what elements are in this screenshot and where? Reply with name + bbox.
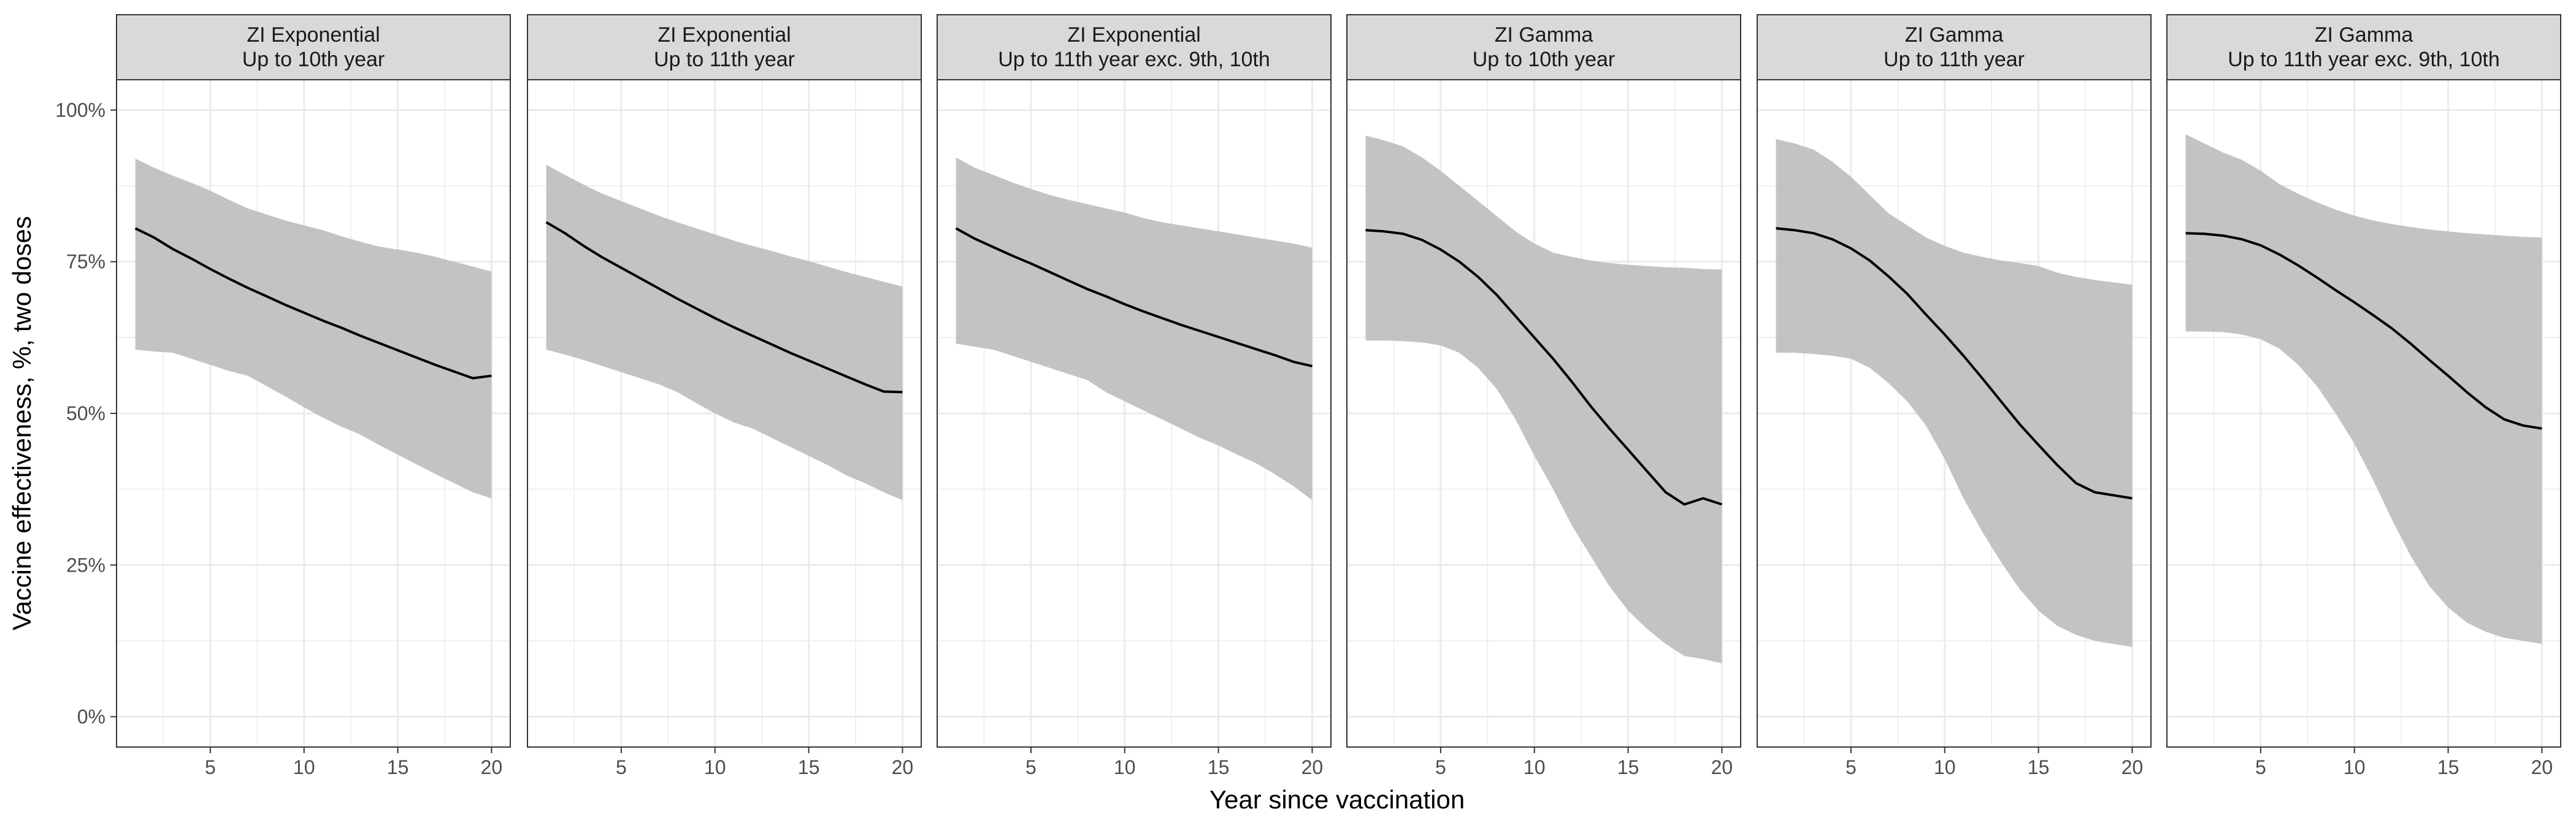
x-tick-label: 15 <box>1617 756 1639 778</box>
x-tick-label: 5 <box>205 756 216 778</box>
facet-strip-subtitle: Up to 10th year <box>1473 48 1615 71</box>
facet-strip <box>1757 14 2152 80</box>
confidence-ribbon <box>1776 139 2133 647</box>
facet-strip-subtitle: Up to 10th year <box>242 48 385 71</box>
x-tick-label: 5 <box>616 756 627 778</box>
x-tick-label: 10 <box>1524 756 1546 778</box>
y-tick-label: 50% <box>66 402 105 424</box>
y-tick-label: 25% <box>66 554 105 576</box>
panel-border <box>1346 79 1741 748</box>
confidence-ribbon <box>956 157 1313 500</box>
panel-border <box>937 79 1332 748</box>
x-tick-label: 15 <box>2437 756 2459 778</box>
facet-strip <box>527 14 922 80</box>
estimate-line <box>1365 229 1723 506</box>
x-tick-label: 20 <box>1711 756 1733 778</box>
x-tick-label: 5 <box>2255 756 2266 778</box>
x-tick-label: 10 <box>704 756 726 778</box>
x-tick-label: 10 <box>1114 756 1136 778</box>
estimate-line <box>1776 227 2133 500</box>
x-tick-label: 10 <box>2344 756 2366 778</box>
panel-border <box>1757 79 2152 748</box>
estimate-line <box>2185 232 2542 430</box>
confidence-ribbon <box>2185 134 2542 644</box>
y-tick-label: 0% <box>77 706 105 728</box>
facet-strip <box>116 14 511 80</box>
confidence-ribbon <box>1365 136 1722 664</box>
x-tick-label: 15 <box>798 756 820 778</box>
facet-strip-title: ZI Gamma <box>1495 23 1593 47</box>
facet-strip-title: ZI Gamma <box>2315 23 2413 47</box>
facet-strip <box>2166 14 2561 80</box>
x-tick-label: 5 <box>1846 756 1857 778</box>
x-axis-title: Year since vaccination <box>1209 785 1465 814</box>
facet-strip <box>937 14 1332 80</box>
y-axis-title: Vaccine effectiveness, %, two doses <box>7 216 36 630</box>
estimate-line <box>134 227 492 380</box>
x-tick-label: 20 <box>481 756 503 778</box>
y-axis: 0% 25% 50% 75% 100% <box>55 99 117 728</box>
confidence-ribbon <box>546 164 903 500</box>
facet-strip-title: ZI Exponential <box>247 23 380 47</box>
x-tick-label: 20 <box>2531 756 2553 778</box>
facet-strip-title: ZI Exponential <box>1067 23 1200 47</box>
y-tick-label: 75% <box>66 251 105 273</box>
facet-strip-title: ZI Exponential <box>657 23 791 47</box>
confidence-ribbon <box>135 158 492 499</box>
y-tick-label: 100% <box>55 99 105 121</box>
x-tick-label: 5 <box>1025 756 1037 778</box>
facet-strip-subtitle: Up to 11th year <box>1884 48 2025 71</box>
x-tick-label: 5 <box>1435 756 1446 778</box>
panel-border <box>527 79 922 748</box>
x-tick-label: 20 <box>2122 756 2144 778</box>
x-tick-label: 10 <box>1934 756 1956 778</box>
x-tick-label: 20 <box>892 756 914 778</box>
x-tick-label: 10 <box>293 756 315 778</box>
facet-strip-subtitle: Up to 11th year exc. 9th, 10th <box>998 48 1270 71</box>
facet-strip-title: ZI Gamma <box>1905 23 2004 47</box>
panel-border <box>2166 79 2561 748</box>
x-tick-label: 15 <box>1208 756 1230 778</box>
facet-strip <box>1346 14 1741 80</box>
facet-strip-subtitle: Up to 11th year <box>654 48 795 71</box>
x-tick-label: 15 <box>387 756 409 778</box>
x-tick-label: 15 <box>2028 756 2050 778</box>
estimate-line <box>545 221 903 394</box>
x-tick-label: 20 <box>1301 756 1324 778</box>
estimate-line <box>955 227 1313 367</box>
facet-strip-subtitle: Up to 11th year exc. 9th, 10th <box>2228 48 2500 71</box>
